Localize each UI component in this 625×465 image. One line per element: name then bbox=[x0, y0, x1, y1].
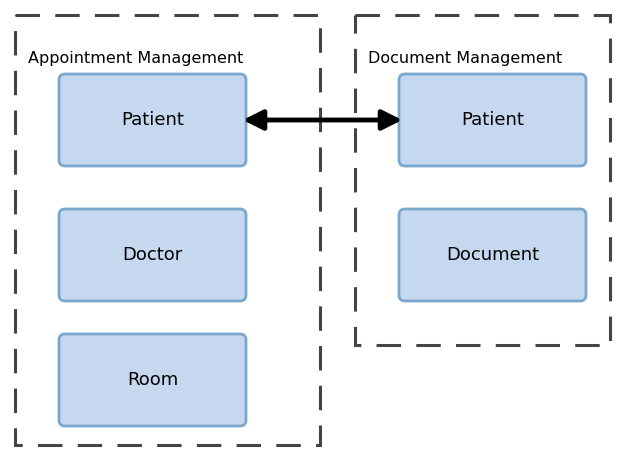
Text: Room: Room bbox=[127, 371, 178, 389]
Text: Document Management: Document Management bbox=[368, 51, 562, 66]
FancyBboxPatch shape bbox=[399, 74, 586, 166]
Text: Doctor: Doctor bbox=[122, 246, 182, 264]
Text: Document: Document bbox=[446, 246, 539, 264]
FancyBboxPatch shape bbox=[59, 209, 246, 301]
FancyBboxPatch shape bbox=[59, 334, 246, 426]
FancyBboxPatch shape bbox=[399, 209, 586, 301]
Text: Appointment Management: Appointment Management bbox=[28, 51, 243, 66]
Text: Patient: Patient bbox=[121, 111, 184, 129]
Text: Patient: Patient bbox=[461, 111, 524, 129]
FancyBboxPatch shape bbox=[59, 74, 246, 166]
